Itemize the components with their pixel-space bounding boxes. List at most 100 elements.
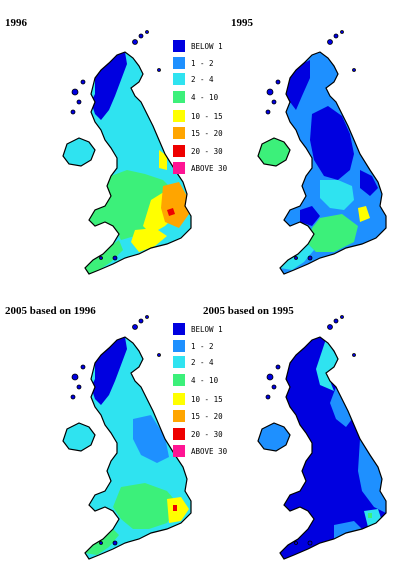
island: [71, 373, 79, 381]
legend-item: 20 - 30: [173, 145, 223, 157]
island: [294, 256, 298, 260]
island: [138, 33, 144, 39]
legend-item: BELOW 1: [173, 40, 223, 52]
island: [352, 68, 356, 72]
legend-item: 2 - 4: [173, 356, 214, 368]
island: [157, 68, 161, 72]
legend-swatch: [173, 57, 185, 69]
island: [76, 99, 82, 105]
island: [71, 88, 79, 96]
map-region: [167, 497, 189, 523]
island: [340, 30, 344, 34]
legend-swatch: [173, 145, 185, 157]
legend-label: 2 - 4: [191, 74, 214, 84]
legend-item: ABOVE 30: [173, 445, 227, 457]
legend-swatch: [173, 445, 185, 457]
island: [112, 540, 118, 546]
legend-label: 1 - 2: [191, 58, 214, 68]
legend-item: 15 - 20: [173, 410, 223, 422]
map-region: [360, 170, 378, 196]
island: [157, 353, 161, 357]
legend-label: ABOVE 30: [191, 446, 228, 456]
legend-top: BELOW 1 1 - 2 2 - 4 4 - 10 10 - 15 15 - 20 20 …: [173, 40, 253, 180]
legend-swatch: [173, 340, 185, 352]
legend-swatch: [173, 162, 185, 174]
map-region: [316, 339, 338, 391]
coastline: [257, 137, 291, 167]
map-fill: [258, 52, 386, 274]
map-region: [308, 214, 358, 252]
map-title-1995: 1995: [231, 17, 253, 29]
legend-label: 20 - 30: [191, 429, 223, 439]
legend-item: ABOVE 30: [173, 162, 227, 174]
island: [80, 364, 86, 370]
map-region: [85, 240, 123, 274]
island: [145, 315, 149, 319]
island: [275, 364, 281, 370]
island: [307, 540, 313, 546]
map-region: [167, 208, 175, 216]
legend-swatch: [173, 323, 185, 335]
map-region: [320, 180, 354, 210]
legend-item: 15 - 20: [173, 127, 223, 139]
map-fill: [63, 337, 191, 559]
legend-swatch: [173, 127, 185, 139]
map-region: [63, 423, 95, 451]
legend-label: 10 - 15: [191, 394, 223, 404]
island: [265, 394, 271, 400]
island: [275, 79, 281, 85]
map-fill: [258, 337, 386, 559]
island: [99, 256, 103, 260]
map-region: [258, 138, 290, 166]
island: [132, 324, 138, 330]
island: [138, 318, 144, 324]
map-2005-based-on-1995: [257, 315, 387, 560]
legend-item: 20 - 30: [173, 428, 223, 440]
legend-label: 20 - 30: [191, 146, 223, 156]
legend-item: 1 - 2: [173, 57, 214, 69]
island: [294, 541, 298, 545]
island: [70, 394, 76, 400]
map-2005-based-on-1996: [62, 315, 192, 560]
legend-item: 10 - 15: [173, 110, 223, 122]
map-region: [330, 387, 352, 427]
map-region: [131, 228, 167, 252]
map-title-2005-based-on-1996: 2005 based on 1996: [5, 305, 96, 317]
coastline: [84, 51, 192, 275]
legend-swatch: [173, 91, 185, 103]
map-region: [161, 182, 189, 228]
legend-label: 15 - 20: [191, 128, 223, 138]
map-title-2005-based-on-1995: 2005 based on 1995: [203, 305, 294, 317]
map-region: [334, 521, 362, 539]
coastline: [257, 422, 291, 452]
island: [340, 315, 344, 319]
legend-swatch: [173, 73, 185, 85]
map-region: [91, 337, 127, 405]
legend-item: 10 - 15: [173, 393, 223, 405]
legend-bottom: BELOW 1 1 - 2 2 - 4 4 - 10 10 - 15 15 - 20 20 …: [173, 323, 253, 463]
legend-label: 15 - 20: [191, 411, 223, 421]
map-1996: [62, 30, 192, 275]
island: [99, 541, 103, 545]
map-region: [173, 505, 177, 511]
coastline: [84, 336, 192, 560]
island: [327, 324, 333, 330]
island: [327, 39, 333, 45]
legend-label: 4 - 10: [191, 92, 219, 102]
map-region: [358, 439, 386, 513]
island: [266, 373, 274, 381]
map-title-1996: 1996: [5, 17, 27, 29]
map-region: [91, 52, 127, 120]
legend-label: ABOVE 30: [191, 163, 228, 173]
legend-item: 2 - 4: [173, 73, 214, 85]
legend-item: 4 - 10: [173, 374, 218, 386]
map-region: [113, 483, 179, 529]
map-region: [63, 138, 95, 166]
legend-item: BELOW 1: [173, 323, 223, 335]
legend-swatch: [173, 410, 185, 422]
coastline: [279, 336, 387, 560]
map-region: [286, 60, 310, 110]
legend-label: 10 - 15: [191, 111, 223, 121]
island: [307, 255, 313, 261]
island: [80, 79, 86, 85]
